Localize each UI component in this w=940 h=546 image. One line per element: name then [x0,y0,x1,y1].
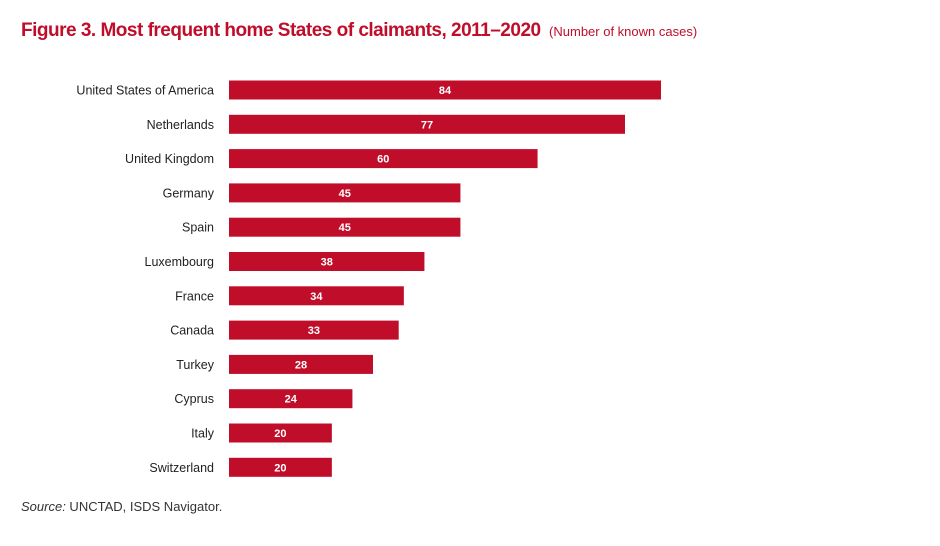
source-text: UNCTAD, ISDS Navigator. [65,499,223,514]
category-label-cyprus: Cyprus [174,392,214,406]
category-label-turkey: Turkey [176,358,214,372]
bar-luxembourg [229,252,425,271]
value-label-canada: 33 [308,325,320,337]
value-label-france: 34 [310,291,323,303]
bar-france [229,286,404,306]
bar-canada [229,320,399,340]
bar-turkey [229,354,373,374]
value-label-germany: 45 [339,188,351,200]
bar-cyprus [229,389,353,409]
value-label-cyprus: 24 [285,394,298,406]
value-label-spain: 45 [339,222,351,234]
value-label-italy: 20 [274,428,286,440]
category-label-canada: Canada [170,324,214,338]
category-label-united-states-of-america: United States of America [76,84,214,98]
category-label-germany: Germany [163,186,215,200]
bar-germany [229,183,461,203]
category-label-united-kingdom: United Kingdom [125,152,214,166]
category-label-netherlands: Netherlands [147,118,214,132]
value-label-united-kingdom: 60 [377,154,389,166]
bar-switzerland [229,457,332,477]
chart-subtitle: (Number of known cases) [549,24,698,39]
bar-netherlands [229,114,625,134]
value-label-united-states-of-america: 84 [439,85,452,97]
category-label-italy: Italy [191,427,215,441]
value-label-switzerland: 20 [274,462,286,474]
bar-united-states-of-america [229,80,661,100]
value-label-luxembourg: 38 [321,257,333,269]
source-prefix: Source: [21,499,66,514]
category-label-luxembourg: Luxembourg [145,255,215,269]
value-label-turkey: 28 [295,359,307,371]
bar-italy [229,423,332,443]
category-label-france: France [175,289,214,303]
category-label-spain: Spain [182,221,214,235]
value-label-netherlands: 77 [421,119,433,131]
bar-spain [229,217,461,237]
source-note: Source: UNCTAD, ISDS Navigator. [21,499,222,514]
category-label-switzerland: Switzerland [149,461,214,475]
chart-title-row: Figure 3. Most frequent home States of c… [21,20,697,42]
chart-title: Figure 3. Most frequent home States of c… [21,20,541,41]
bar-united-kingdom [229,149,538,169]
